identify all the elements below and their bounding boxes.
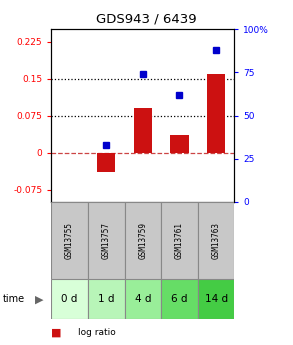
Text: GDS943 / 6439: GDS943 / 6439 (96, 12, 197, 25)
Bar (88, 202, 125, 279)
Bar (207, 74, 225, 152)
Text: 14 d: 14 d (205, 294, 228, 304)
Text: 4 d: 4 d (134, 294, 151, 304)
Bar (161, 279, 198, 319)
Bar (51, 279, 88, 319)
Bar (125, 279, 161, 319)
Bar (134, 108, 152, 152)
Text: GSM13763: GSM13763 (212, 222, 221, 259)
Bar (161, 202, 198, 279)
Text: GSM13757: GSM13757 (102, 222, 111, 259)
Text: GSM13755: GSM13755 (65, 222, 74, 259)
Bar (51, 202, 88, 279)
Text: log ratio: log ratio (78, 328, 115, 337)
Bar (88, 279, 125, 319)
Text: GSM13759: GSM13759 (138, 222, 147, 259)
Bar (125, 202, 161, 279)
Bar (198, 279, 234, 319)
Bar (170, 135, 189, 152)
Text: 1 d: 1 d (98, 294, 115, 304)
Text: 6 d: 6 d (171, 294, 188, 304)
Text: GSM13761: GSM13761 (175, 222, 184, 259)
Text: ▶: ▶ (35, 294, 44, 304)
Text: ■: ■ (51, 328, 62, 338)
Text: time: time (3, 294, 25, 304)
Bar (97, 152, 115, 172)
Bar (198, 202, 234, 279)
Text: 0 d: 0 d (62, 294, 78, 304)
